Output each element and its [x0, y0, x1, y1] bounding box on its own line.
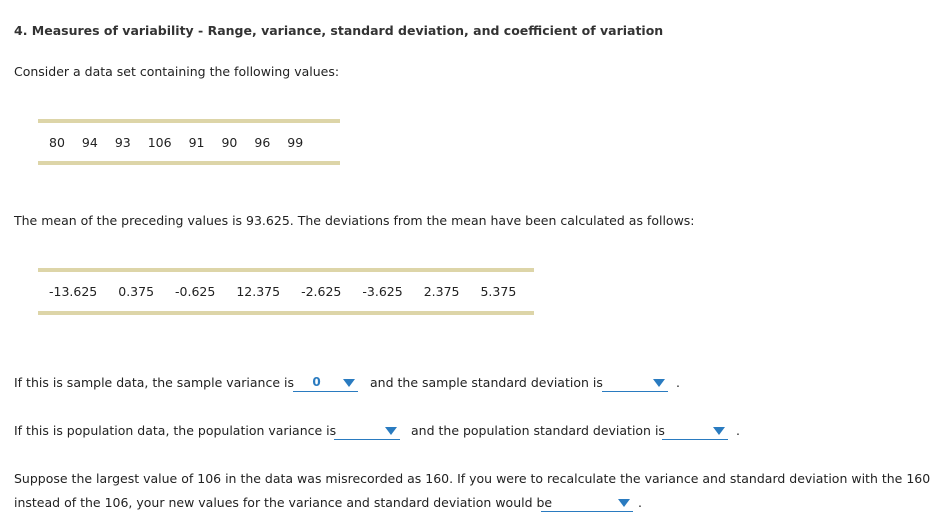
sample-variance-value: 0	[312, 375, 321, 389]
misrecord-period: .	[638, 495, 642, 510]
deviation-cell: 2.375	[423, 284, 460, 299]
value-cell: 80	[49, 134, 65, 150]
question-title: 4. Measures of variability - Range, vari…	[14, 23, 664, 38]
sample-period: .	[676, 375, 680, 390]
deviation-cell: -2.625	[301, 284, 342, 299]
value-cell: 96	[254, 134, 271, 150]
deviation-cell: -13.625	[49, 284, 98, 299]
value-cell: 90	[221, 134, 238, 150]
population-sd-label: and the population standard deviation is	[411, 423, 665, 438]
deviation-cell: 0.375	[118, 284, 155, 299]
deviations-table: -13.625 0.375 -0.625 12.375 -2.625 -3.62…	[38, 268, 534, 315]
sample-sd-dropdown[interactable]	[602, 375, 668, 392]
chevron-down-icon	[713, 427, 725, 435]
sample-variance-dropdown[interactable]: 0	[293, 375, 358, 392]
misrecord-dropdown[interactable]	[541, 495, 633, 512]
deviation-cell: 5.375	[480, 284, 517, 299]
population-period: .	[736, 423, 740, 438]
population-sd-dropdown[interactable]	[662, 423, 728, 440]
sample-sd-label: and the sample standard deviation is	[370, 375, 603, 390]
misrecord-text-line1: Suppose the largest value of 106 in the …	[14, 471, 931, 486]
mean-text: The mean of the preceding values is 93.6…	[14, 213, 695, 228]
deviation-cell: -0.625	[175, 284, 216, 299]
chevron-down-icon	[385, 427, 397, 435]
misrecord-text-line2: instead of the 106, your new values for …	[14, 495, 553, 510]
chevron-down-icon	[343, 379, 355, 387]
value-cell: 99	[287, 134, 304, 150]
intro-text: Consider a data set containing the follo…	[14, 64, 340, 79]
chevron-down-icon	[618, 499, 630, 507]
values-table: 80 94 93 106 91 90 96 99	[38, 119, 340, 165]
population-variance-label: If this is population data, the populati…	[14, 423, 337, 438]
deviation-cell: 12.375	[236, 284, 281, 299]
chevron-down-icon	[653, 379, 665, 387]
value-cell: 91	[188, 134, 205, 150]
sample-variance-label: If this is sample data, the sample varia…	[14, 375, 295, 390]
value-cell: 94	[81, 134, 98, 150]
value-cell: 93	[114, 134, 131, 150]
deviation-cell: -3.625	[362, 284, 403, 299]
population-variance-dropdown[interactable]	[334, 423, 400, 440]
value-cell: 106	[147, 134, 172, 150]
